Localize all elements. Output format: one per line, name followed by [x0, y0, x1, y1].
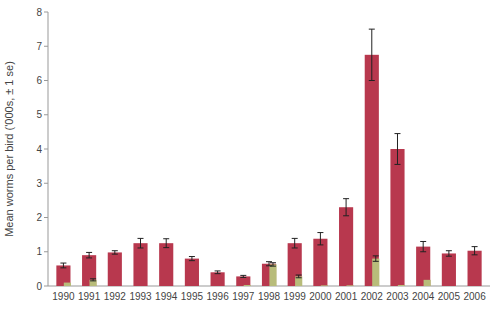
y-tick-label: 2 [36, 212, 42, 223]
x-tick-label: 1997 [232, 291, 255, 302]
bar [141, 286, 148, 287]
bar [167, 286, 174, 287]
y-tick [44, 114, 48, 115]
y-tick-label: 1 [36, 246, 42, 257]
x-tick-label: 2002 [361, 291, 384, 302]
bar [115, 286, 122, 287]
bar [185, 259, 199, 286]
bar [295, 276, 302, 286]
x-tick-label: 2006 [463, 291, 486, 302]
bar [288, 243, 302, 286]
x-tick-label: 1996 [206, 291, 229, 302]
error-bar [240, 275, 246, 277]
error-bar [112, 251, 118, 254]
y-tick-label: 8 [36, 7, 42, 18]
bar [449, 286, 456, 287]
x-tick-label: 2004 [412, 291, 435, 302]
x-tick-label: 1990 [52, 291, 75, 302]
error-bar [270, 263, 276, 266]
bar [416, 247, 430, 286]
x-tick-label: 1999 [284, 291, 307, 302]
bar [346, 285, 353, 286]
x-tick-label: 1995 [181, 291, 204, 302]
bars [56, 29, 481, 286]
bar [424, 280, 431, 286]
error-bar [420, 241, 426, 251]
y-tick [44, 286, 48, 287]
y-tick-label: 4 [36, 144, 42, 155]
bar [372, 259, 379, 286]
bar [475, 286, 482, 287]
y-tick-label: 0 [36, 281, 42, 292]
bar [390, 149, 404, 286]
y-tick [44, 80, 48, 81]
x-tick-label: 1994 [155, 291, 178, 302]
error-bar [60, 263, 66, 268]
bar [236, 276, 250, 286]
y-tick [44, 251, 48, 252]
y-tick [44, 183, 48, 184]
bar [244, 285, 251, 286]
error-bar [394, 134, 400, 165]
x-tick-label: 2000 [309, 291, 332, 302]
bar [64, 283, 71, 286]
error-bar [343, 199, 349, 216]
error-bar [86, 252, 92, 257]
bar [218, 286, 225, 287]
error-bar [215, 271, 221, 274]
x-tick-label: 1992 [104, 291, 127, 302]
y-tick-label: 5 [36, 109, 42, 120]
x-tick-label: 2005 [438, 291, 461, 302]
error-bar [163, 239, 169, 248]
error-bar [138, 238, 144, 248]
bar [159, 243, 173, 286]
bar [262, 264, 276, 286]
error-bar [472, 247, 478, 255]
bar [82, 255, 96, 286]
chart: 0123456781990199119921993199419951996199… [0, 0, 500, 312]
error-bar [296, 275, 302, 278]
error-bar [90, 279, 96, 281]
y-axis-label: Mean worms per bird ('000s, ± 1 se) [3, 61, 15, 237]
bar [398, 285, 405, 286]
bar [56, 265, 70, 286]
x-tick-label: 2001 [335, 291, 358, 302]
x-tick-label: 1991 [78, 291, 101, 302]
x-tick-label: 1998 [258, 291, 281, 302]
bar [365, 55, 379, 286]
y-tick [44, 12, 48, 13]
error-bar [317, 233, 323, 245]
bar [313, 239, 327, 286]
bar [468, 251, 482, 286]
bar [442, 253, 456, 286]
x-tick-label: 1993 [129, 291, 152, 302]
y-tick-label: 7 [36, 41, 42, 52]
y-tick [44, 149, 48, 150]
bar [108, 252, 122, 286]
y-tick-label: 6 [36, 75, 42, 86]
x-tick-label: 2003 [386, 291, 409, 302]
error-bar [369, 29, 375, 80]
bar [192, 286, 199, 287]
y-tick [44, 46, 48, 47]
bar [269, 264, 276, 286]
error-bar [292, 238, 298, 248]
bar [211, 272, 225, 286]
y-tick-label: 3 [36, 178, 42, 189]
bar [339, 207, 353, 286]
error-bar [446, 251, 452, 256]
bar [321, 285, 328, 286]
bar [133, 243, 147, 286]
error-bar [189, 257, 195, 261]
error-bar [373, 256, 379, 261]
chart-container: 0123456781990199119921993199419951996199… [0, 0, 500, 312]
bar [90, 280, 97, 286]
y-tick [44, 217, 48, 218]
